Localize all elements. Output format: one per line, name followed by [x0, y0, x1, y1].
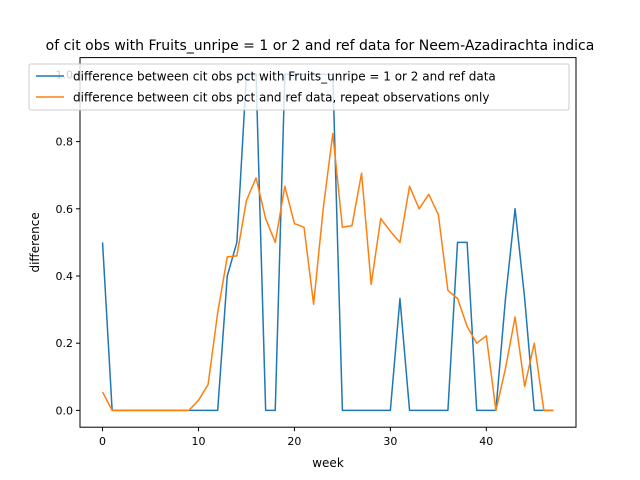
series-line-1: [101, 73, 554, 412]
x-axis: 0 10 20 30 40: [99, 427, 493, 448]
x-tick-label: 0: [99, 435, 106, 448]
y-tick-label: 0.2: [56, 337, 74, 350]
x-tick-label: 10: [191, 435, 205, 448]
legend-label-1: difference between cit obs pct with Frui…: [73, 70, 496, 84]
x-axis-label: week: [312, 456, 344, 470]
legend-label-2: difference between cit obs pct and ref d…: [73, 91, 489, 105]
y-tick-label: 0.4: [56, 270, 74, 283]
y-axis-label: difference: [28, 212, 42, 272]
x-tick-label: 20: [287, 435, 301, 448]
y-tick-label: 0.0: [56, 404, 74, 417]
x-tick-label: 30: [383, 435, 397, 448]
series-layer: [101, 73, 554, 412]
y-axis: 0.00.20.40.60.81.0: [56, 68, 80, 417]
x-tick-label: 40: [479, 435, 493, 448]
y-tick-label: 0.6: [56, 203, 74, 216]
chart-title: of cit obs with Fruits_unripe = 1 or 2 a…: [46, 38, 595, 54]
plot-frame: [79, 57, 577, 428]
legend: difference between cit obs pct with Frui…: [28, 63, 570, 111]
y-tick-label: 0.8: [56, 136, 74, 149]
legend-box: [28, 63, 570, 111]
series-line-2: [101, 132, 554, 412]
